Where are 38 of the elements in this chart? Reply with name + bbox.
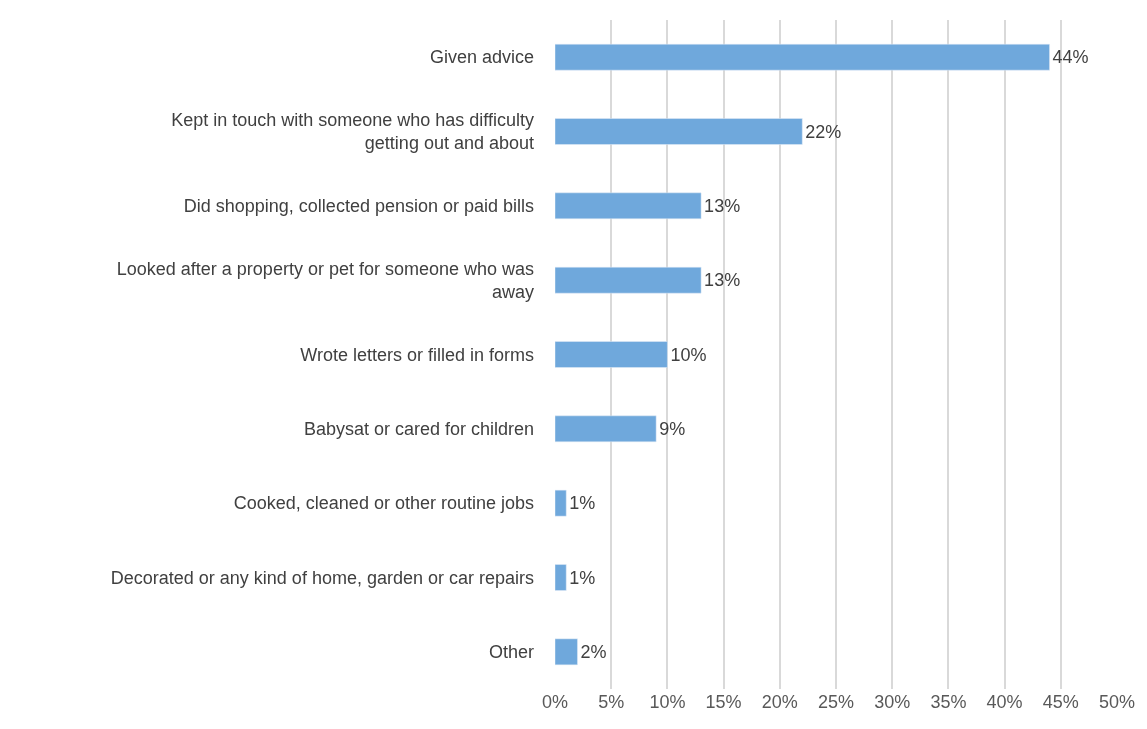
- bar: [555, 638, 578, 666]
- data-label: 22%: [805, 121, 842, 142]
- bar: [555, 192, 702, 220]
- y-tick-label: Kept in touch with someone who has difficulty getting out and about: [171, 110, 534, 154]
- y-tick-label: Cooked, cleaned or other routine jobs: [233, 493, 534, 514]
- data-label: 1%: [569, 567, 596, 588]
- x-tick-label: 25%: [817, 692, 855, 712]
- x-tick-label: 15%: [705, 692, 742, 712]
- data-label: 13%: [704, 195, 741, 216]
- bar: [555, 341, 668, 368]
- y-tick-label: Given advice: [429, 47, 534, 68]
- x-tick-label: 40%: [986, 692, 1023, 712]
- bar: [555, 118, 803, 145]
- x-tick-label: 30%: [874, 692, 911, 712]
- x-tick-label: 0%: [541, 692, 569, 712]
- x-tick-label: 35%: [930, 692, 967, 712]
- y-tick-label: Babysat or cared for children: [303, 419, 534, 440]
- y-tick-label: Did shopping, collected pension or paid bills: [183, 196, 534, 217]
- data-label: 10%: [670, 344, 707, 365]
- x-tick-label: 10%: [649, 692, 686, 712]
- x-tick-label: 20%: [761, 692, 798, 712]
- y-tick-label: Looked after a property or pet for someone who was away: [116, 258, 534, 303]
- data-label: 1%: [569, 493, 596, 514]
- x-tick-label: 50%: [1098, 692, 1136, 712]
- bar: [555, 415, 657, 443]
- x-tick-label: 45%: [1042, 692, 1079, 712]
- bar: [555, 266, 702, 294]
- data-label: 9%: [659, 418, 686, 439]
- y-tick-label: Wrote letters or filled in forms: [300, 344, 534, 365]
- bar: [555, 564, 567, 591]
- bar: [555, 489, 567, 517]
- data-label: 2%: [580, 641, 607, 662]
- data-label: 13%: [704, 270, 741, 291]
- x-tick-label: 5%: [598, 692, 625, 712]
- y-tick-label: Decorated or any kind of home, garden or car repairs: [110, 567, 534, 588]
- bar: [555, 43, 1050, 71]
- y-tick-label: Other: [488, 642, 534, 663]
- data-label: 44%: [1052, 47, 1089, 68]
